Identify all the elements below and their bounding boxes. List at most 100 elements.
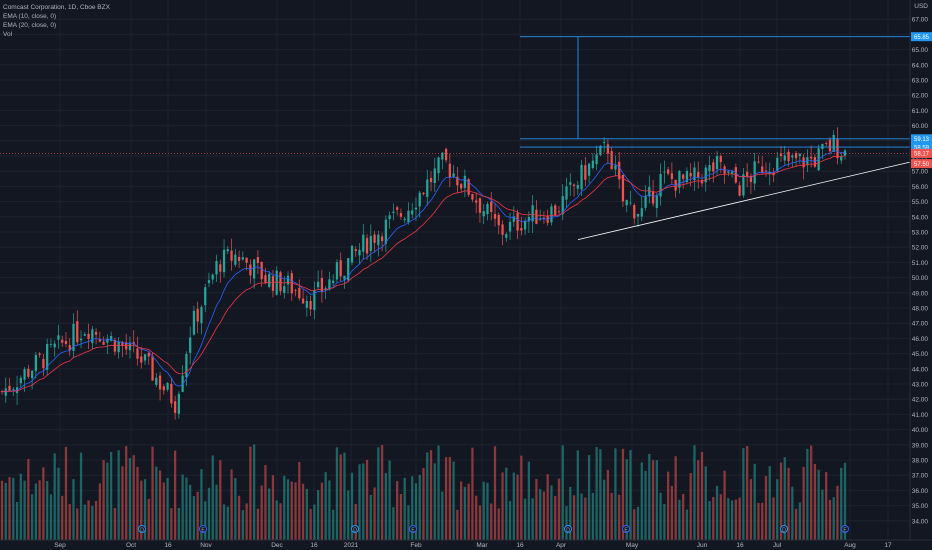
x-tick-label: Aug [844,542,856,549]
volume-bar [723,470,726,540]
volume-bar [843,462,847,540]
volume-bar [140,480,143,540]
ema20-label[interactable]: EMA (20, close, 0) [3,22,57,29]
candle-body [279,272,282,292]
volume-bar [678,499,681,540]
candle-body [783,155,786,161]
candle-body [369,236,372,251]
candle-body [151,356,154,381]
volume-bar [644,470,647,540]
y-tick-label: 49.00 [912,290,929,297]
candle-body [166,382,169,390]
volume-bar [584,497,587,540]
volume-bar [110,451,113,540]
volume-bar [147,498,150,540]
candle-body [693,167,696,181]
candle-body [640,208,643,217]
volume-bar [222,504,226,540]
candle-body [68,345,71,351]
volume-label[interactable]: Vol [3,31,13,38]
y-tick-label: 48.00 [912,306,929,313]
candle-body [320,278,324,293]
volume-bar [712,496,715,540]
candle-body [569,182,572,185]
candle-body [712,162,715,172]
volume-bar [249,446,252,540]
volume-bar [621,448,625,540]
ema10-label[interactable]: EMA (10, close, 0) [3,13,57,20]
price-label-box [911,134,932,144]
volume-bar [618,494,621,540]
volume-bar [486,482,489,540]
candle-body [610,151,613,170]
earnings-marker-label: E [201,528,205,534]
y-tick-label: 60.00 [912,123,929,130]
candle-body [644,195,647,208]
volume-bar [490,503,493,540]
volume-bar [414,483,418,540]
volume-bar [365,459,369,540]
candle-body [200,307,203,324]
candle-body [444,148,448,161]
candle-body [467,179,470,195]
candle-body [358,249,361,256]
volume-bar [128,458,132,540]
price-axis: 34.00 35.00 36.00 37.00 38.00 39.00 40.00 41.00… [909,0,932,540]
volume-bar [648,453,651,540]
candle-body [256,257,260,264]
volume-bar [591,492,594,540]
candle-body [396,207,399,210]
volume-bar [264,465,267,540]
candle-body [237,256,241,261]
candle-body [301,298,305,304]
candle-body [215,261,218,275]
candle-body [189,337,192,353]
candle-body [595,154,598,165]
ema20-line [1,155,846,393]
candle-body [38,353,41,355]
candle-body [207,280,211,284]
y-tick-label: 65.00 [912,47,929,54]
candle-body [636,213,640,217]
candle-body [798,153,801,157]
candle-body [219,264,222,272]
candle-body [42,359,45,369]
volume-bar [730,500,734,540]
volume-bar [550,485,553,540]
x-tick-label: 2021 [344,542,359,549]
volume-bar [557,478,561,540]
candle-body [309,301,312,310]
volume-bar [4,482,7,540]
dividend-marker [780,525,788,533]
candle-body [245,257,248,263]
volume-bar [828,499,832,540]
candle-body [508,221,512,232]
volume-bar [30,494,34,540]
candle-body [422,192,425,195]
volume-bar [471,447,474,540]
volume-bar [655,460,658,540]
volume-bar [339,454,342,540]
volume-bar [320,482,324,540]
volume-bar [772,497,775,540]
volume-bar [283,475,286,540]
candle-body [531,205,534,222]
volume-bar [407,505,410,540]
volume-bar [742,448,745,540]
earnings-marker [841,525,849,533]
candle-body [76,321,79,343]
volume-bar [143,479,147,540]
price-label-box [911,148,932,158]
volume-bar [813,463,817,540]
candle-body [501,224,504,235]
volume-bar [659,492,662,540]
candle-body [147,352,150,357]
x-tick-label: Dec [271,542,283,549]
volume-bar [682,493,685,540]
candle-body [30,370,34,379]
volume-bar [531,498,534,540]
candle-body [802,157,805,168]
symbol-title[interactable]: Comcast Corporation, 1D, Cboe BZX [3,4,110,11]
candle-body [565,186,568,200]
